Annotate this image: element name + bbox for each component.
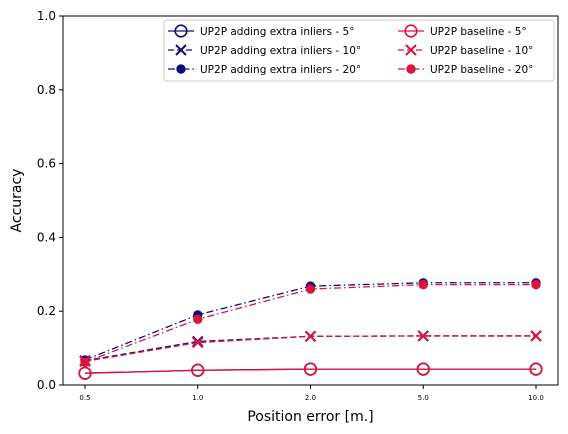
y-tick-label-5: 1.0 [37,9,56,23]
data-point-s5-2 [305,284,316,294]
data-point-s4-2 [304,330,317,342]
data-point-s4-3 [417,330,429,342]
legend-marker-1 [175,44,187,56]
data-point-s3-2 [303,362,318,376]
x-axis-label: Position error [m.] [247,409,373,425]
legend-label-4: UP2P baseline - 10° [430,45,533,57]
legend-marker-5 [406,64,416,74]
x-tick-label-3: 5.0 [418,394,429,402]
legend-label-0: UP2P adding extra inliers - 5° [200,26,354,38]
data-point-s3-0 [78,366,92,380]
y-tick-label-0: 0.0 [37,378,56,392]
series-line-1 [84,335,536,362]
y-tick-label-1: 0.2 [37,304,56,318]
legend-marker-2 [176,64,186,74]
legend-marker-4 [405,44,417,56]
y-tick-label-3: 0.6 [37,157,56,171]
legend-box [163,19,555,82]
x-tick-label-0: 0.5 [79,394,90,402]
data-point-s4-4 [530,330,542,342]
data-point-s3-1 [191,363,205,377]
legend-label-5: UP2P baseline - 20° [430,64,533,76]
data-point-s5-0 [80,357,90,367]
data-point-s5-4 [531,279,541,290]
x-tick-label-1: 1.0 [192,394,203,402]
data-point-s5-1 [193,314,203,325]
legend-label-2: UP2P adding extra inliers - 20° [200,64,361,76]
x-tick-label-4: 10.0 [528,394,544,402]
legend-label-3: UP2P baseline - 5° [430,26,527,38]
data-point-s3-4 [529,362,543,376]
y-tick-label-2: 0.4 [37,230,56,244]
series-line-3 [84,368,536,374]
data-point-s5-3 [418,279,428,290]
legend-marker-3 [404,24,418,38]
y-tick-label-4: 0.8 [37,83,56,97]
data-point-s3-3 [416,362,430,376]
data-point-s4-1 [192,336,204,349]
y-axis-label: Accuracy [9,169,25,233]
legend-label-1: UP2P adding extra inliers - 10° [200,45,361,57]
series-line-2 [84,282,536,361]
x-tick-label-2: 2.0 [305,394,316,402]
legend-marker-0 [174,24,188,38]
